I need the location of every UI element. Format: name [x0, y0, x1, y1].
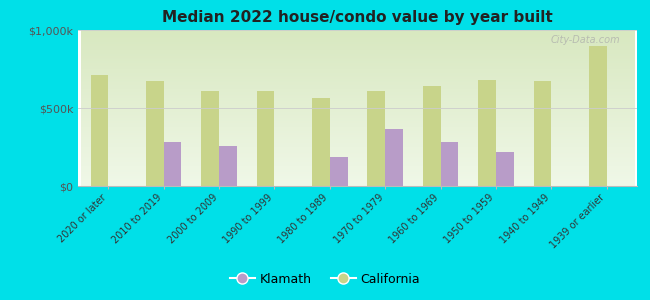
Bar — [534, 82, 551, 186]
Title: Median 2022 house/condo value by year built: Median 2022 house/condo value by year bu… — [162, 10, 553, 25]
Bar — [312, 98, 330, 186]
Bar — [589, 46, 606, 186]
Text: 1970 to 1979: 1970 to 1979 — [332, 192, 385, 245]
Text: 2000 to 2009: 2000 to 2009 — [166, 192, 219, 245]
Bar — [330, 157, 348, 186]
Text: 1980 to 1989: 1980 to 1989 — [277, 192, 330, 245]
Bar — [91, 75, 109, 186]
Bar — [478, 80, 496, 186]
Bar — [164, 142, 181, 186]
Text: 1939 or earlier: 1939 or earlier — [549, 192, 606, 250]
Text: 1990 to 1999: 1990 to 1999 — [222, 192, 274, 245]
Legend: Klamath, California: Klamath, California — [225, 268, 425, 291]
Bar — [441, 142, 458, 186]
Bar — [219, 146, 237, 186]
Bar — [385, 129, 403, 186]
Bar — [422, 86, 441, 186]
Bar — [496, 152, 514, 186]
Text: 1950 to 1959: 1950 to 1959 — [443, 192, 496, 245]
Text: 1940 to 1949: 1940 to 1949 — [498, 192, 551, 245]
Text: 2010 to 2019: 2010 to 2019 — [111, 192, 164, 245]
Bar — [202, 91, 219, 186]
Bar — [367, 91, 385, 186]
Text: 1960 to 1969: 1960 to 1969 — [387, 192, 441, 245]
Bar — [146, 81, 164, 186]
Text: 2020 or later: 2020 or later — [57, 192, 109, 244]
Text: City-Data.com: City-Data.com — [551, 35, 620, 45]
Bar — [257, 91, 274, 186]
